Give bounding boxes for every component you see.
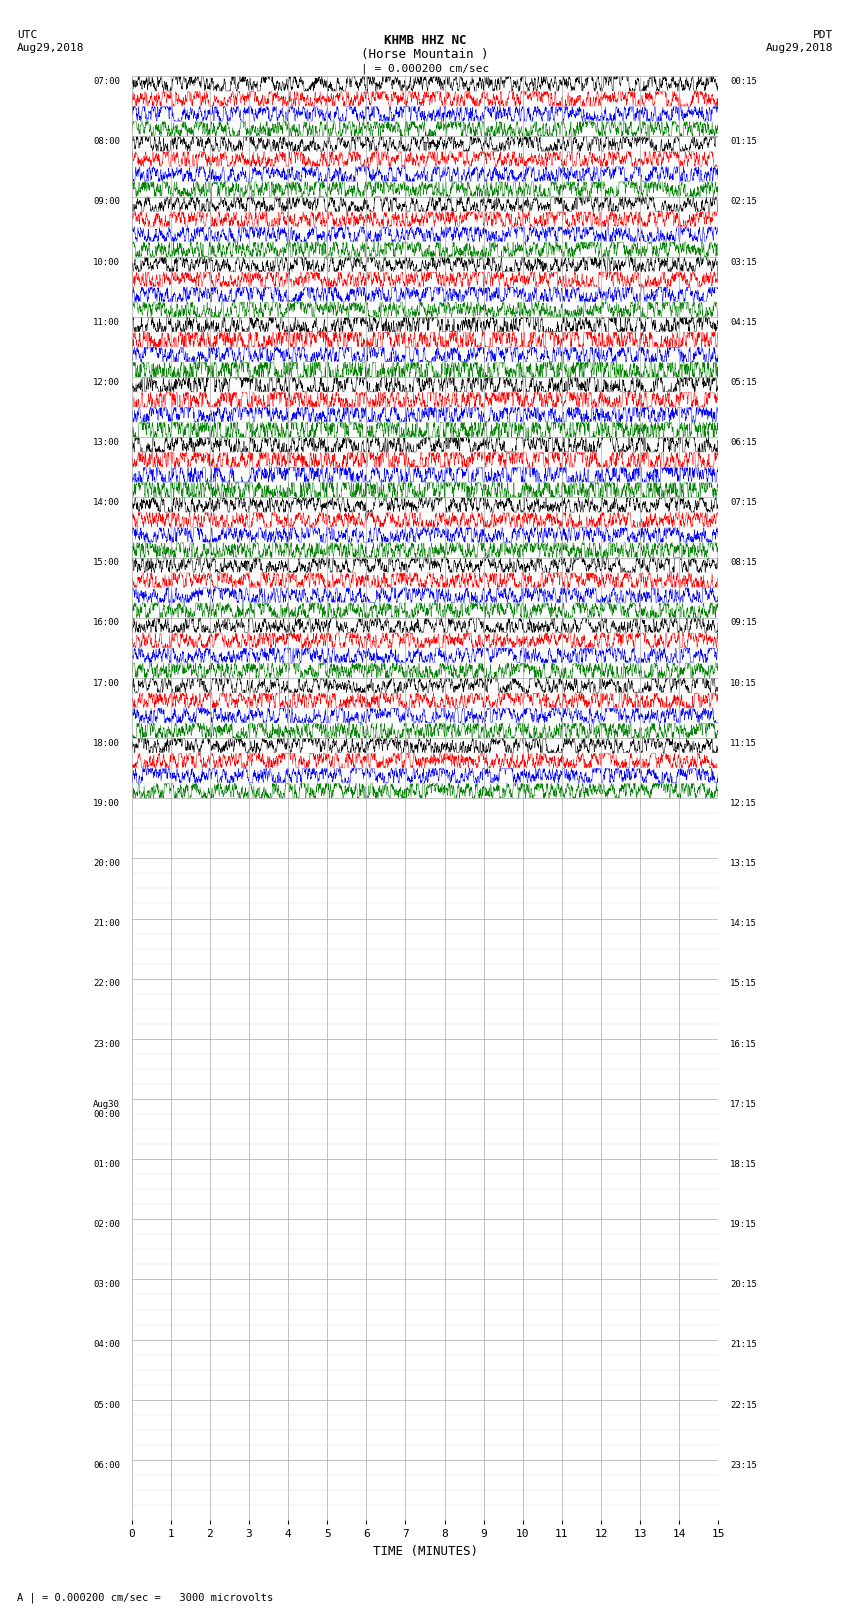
Text: A | = 0.000200 cm/sec =   3000 microvolts: A | = 0.000200 cm/sec = 3000 microvolts — [17, 1592, 273, 1603]
Text: Aug30
00:00: Aug30 00:00 — [93, 1100, 120, 1119]
Text: 06:15: 06:15 — [730, 439, 757, 447]
Text: 21:00: 21:00 — [93, 919, 120, 927]
Text: 16:15: 16:15 — [730, 1039, 757, 1048]
Text: 10:15: 10:15 — [730, 679, 757, 687]
Text: KHMB HHZ NC: KHMB HHZ NC — [383, 34, 467, 47]
Text: 23:15: 23:15 — [730, 1461, 757, 1469]
Text: 16:00: 16:00 — [93, 618, 120, 627]
Text: 09:00: 09:00 — [93, 197, 120, 206]
Text: 14:00: 14:00 — [93, 498, 120, 506]
Text: 01:00: 01:00 — [93, 1160, 120, 1169]
Text: 17:00: 17:00 — [93, 679, 120, 687]
Text: 13:00: 13:00 — [93, 439, 120, 447]
Text: 04:15: 04:15 — [730, 318, 757, 327]
Text: Aug29,2018: Aug29,2018 — [17, 44, 84, 53]
Text: Aug29,2018: Aug29,2018 — [766, 44, 833, 53]
Text: 19:00: 19:00 — [93, 798, 120, 808]
Text: 09:15: 09:15 — [730, 618, 757, 627]
X-axis label: TIME (MINUTES): TIME (MINUTES) — [372, 1545, 478, 1558]
Text: (Horse Mountain ): (Horse Mountain ) — [361, 48, 489, 61]
Text: 20:00: 20:00 — [93, 860, 120, 868]
Text: 19:15: 19:15 — [730, 1219, 757, 1229]
Text: 22:00: 22:00 — [93, 979, 120, 989]
Text: 15:00: 15:00 — [93, 558, 120, 568]
Text: 03:15: 03:15 — [730, 258, 757, 266]
Text: 04:00: 04:00 — [93, 1340, 120, 1350]
Text: 03:00: 03:00 — [93, 1281, 120, 1289]
Text: 11:00: 11:00 — [93, 318, 120, 327]
Text: 12:15: 12:15 — [730, 798, 757, 808]
Text: 08:00: 08:00 — [93, 137, 120, 147]
Text: 07:00: 07:00 — [93, 77, 120, 85]
Text: 05:00: 05:00 — [93, 1400, 120, 1410]
Text: 02:15: 02:15 — [730, 197, 757, 206]
Text: 11:15: 11:15 — [730, 739, 757, 748]
Text: 17:15: 17:15 — [730, 1100, 757, 1108]
Text: 00:15: 00:15 — [730, 77, 757, 85]
Text: UTC: UTC — [17, 31, 37, 40]
Text: 20:15: 20:15 — [730, 1281, 757, 1289]
Text: 08:15: 08:15 — [730, 558, 757, 568]
Text: 06:00: 06:00 — [93, 1461, 120, 1469]
Text: 05:15: 05:15 — [730, 377, 757, 387]
Text: 22:15: 22:15 — [730, 1400, 757, 1410]
Text: 14:15: 14:15 — [730, 919, 757, 927]
Text: 15:15: 15:15 — [730, 979, 757, 989]
Text: 18:15: 18:15 — [730, 1160, 757, 1169]
Text: | = 0.000200 cm/sec: | = 0.000200 cm/sec — [361, 63, 489, 74]
Text: 12:00: 12:00 — [93, 377, 120, 387]
Text: 02:00: 02:00 — [93, 1219, 120, 1229]
Text: 13:15: 13:15 — [730, 860, 757, 868]
Text: PDT: PDT — [813, 31, 833, 40]
Text: 21:15: 21:15 — [730, 1340, 757, 1350]
Text: 23:00: 23:00 — [93, 1039, 120, 1048]
Text: 01:15: 01:15 — [730, 137, 757, 147]
Text: 18:00: 18:00 — [93, 739, 120, 748]
Text: 07:15: 07:15 — [730, 498, 757, 506]
Text: 10:00: 10:00 — [93, 258, 120, 266]
